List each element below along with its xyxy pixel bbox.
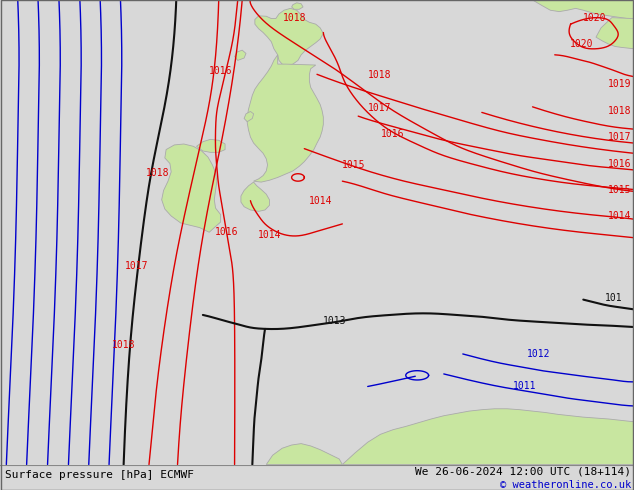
Text: 1014: 1014 [308,196,332,206]
Text: 1013: 1013 [323,316,347,325]
Text: 1018: 1018 [283,13,307,23]
Text: 1016: 1016 [381,129,405,139]
Text: 1017: 1017 [124,261,148,270]
Text: 1020: 1020 [570,39,594,49]
Text: 1015: 1015 [342,160,366,170]
Text: 1015: 1015 [608,185,632,195]
Polygon shape [244,112,254,122]
Text: 1014: 1014 [608,211,632,221]
Text: 1017: 1017 [367,103,391,113]
Polygon shape [197,139,225,152]
Text: 1017: 1017 [608,132,632,143]
Polygon shape [247,55,323,182]
Text: 1019: 1019 [608,78,632,89]
Polygon shape [235,50,246,60]
Text: 1016: 1016 [608,158,632,169]
Polygon shape [255,8,323,66]
Text: 1016: 1016 [209,66,233,75]
Text: 1014: 1014 [257,230,281,240]
Text: Surface pressure [hPa] ECMWF: Surface pressure [hPa] ECMWF [5,470,194,480]
Polygon shape [533,0,634,20]
Polygon shape [342,409,634,465]
Text: 1018: 1018 [367,70,391,80]
Text: 1011: 1011 [513,382,537,392]
Text: 1018: 1018 [145,168,169,178]
Polygon shape [292,3,303,9]
Text: We 26-06-2024 12:00 UTC (18+114): We 26-06-2024 12:00 UTC (18+114) [415,466,631,477]
Text: 1018: 1018 [112,340,136,350]
Polygon shape [241,182,269,211]
Text: 101: 101 [605,293,623,303]
Polygon shape [162,144,221,232]
Text: 1020: 1020 [583,13,607,23]
Polygon shape [596,18,634,49]
Text: 1018: 1018 [608,105,632,116]
Text: © weatheronline.co.uk: © weatheronline.co.uk [500,480,631,490]
Text: 1012: 1012 [527,349,551,359]
Text: 1016: 1016 [215,227,239,237]
Polygon shape [266,443,342,465]
